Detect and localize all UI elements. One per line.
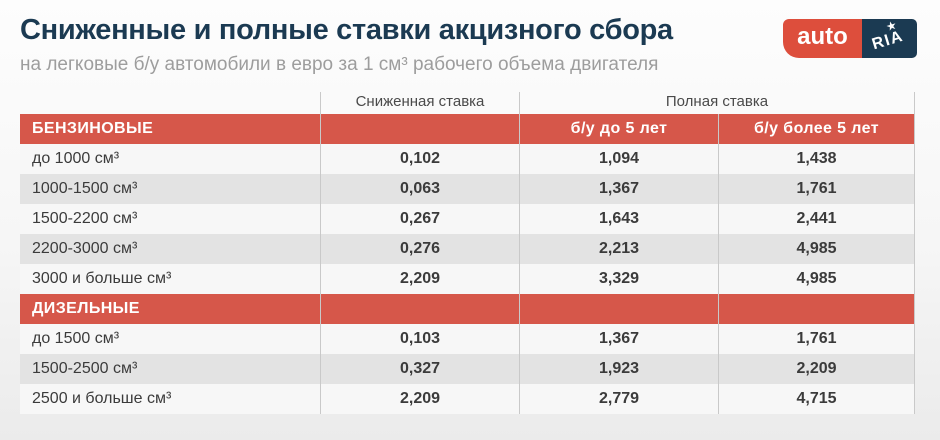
- section-header-diesel: ДИЗЕЛЬНЫЕ: [20, 294, 915, 324]
- reduced-rate-value: 0,327: [320, 354, 519, 384]
- section-empty-cell: [718, 294, 915, 324]
- engine-volume-label: 1500-2200 см³: [32, 210, 138, 227]
- rates-table: Сниженная ставка Полная ставка БЕНЗИНОВЫ…: [20, 92, 915, 414]
- reduced-rate-value: 0,276: [320, 234, 519, 264]
- full-rate-under5-value: 1,643: [519, 204, 718, 234]
- column-header-over5: б/у более 5 лет: [718, 114, 915, 144]
- logo-auto-block: auto: [783, 19, 862, 58]
- section-empty-cell: [519, 294, 718, 324]
- full-rate-over5-value: 1,761: [718, 324, 915, 354]
- engine-volume-label: до 1000 см³: [32, 150, 120, 167]
- table-row: 1000-1500 см³ 0,063 1,367 1,761: [20, 174, 915, 204]
- full-rate-over5-value: 2,441: [718, 204, 915, 234]
- full-rate-under5-value: 1,367: [519, 174, 718, 204]
- engine-volume-label: 1000-1500 см³: [32, 180, 138, 197]
- table-row: 2200-3000 см³ 0,276 2,213 4,985: [20, 234, 915, 264]
- full-rate-under5-value: 1,923: [519, 354, 718, 384]
- engine-volume-label: 3000 и больше см³: [32, 270, 172, 287]
- engine-volume-label: 1500-2500 см³: [32, 360, 138, 377]
- table-header-row: Сниженная ставка Полная ставка: [20, 92, 915, 114]
- engine-volume-label: до 1500 см³: [32, 330, 120, 347]
- full-rate-under5-value: 1,094: [519, 144, 718, 174]
- table-row: до 1000 см³ 0,102 1,094 1,438: [20, 144, 915, 174]
- full-rate-under5-value: 3,329: [519, 264, 718, 294]
- reduced-rate-value: 2,209: [320, 264, 519, 294]
- full-rate-over5-value: 4,985: [718, 234, 915, 264]
- table-row: 3000 и больше см³ 2,209 3,329 4,985: [20, 264, 915, 294]
- reduced-rate-value: 0,103: [320, 324, 519, 354]
- engine-volume-label: 2200-3000 см³: [32, 240, 138, 257]
- table-row: 2500 и больше см³ 2,209 2,779 4,715: [20, 384, 915, 414]
- full-rate-over5-value: 2,209: [718, 354, 915, 384]
- full-rate-over5-value: 4,985: [718, 264, 915, 294]
- full-rate-under5-value: 2,213: [519, 234, 718, 264]
- reduced-rate-value: 0,102: [320, 144, 519, 174]
- section-empty-cell: [320, 294, 519, 324]
- autoria-logo: auto ★ RIA: [783, 18, 917, 58]
- full-rate-over5-value: 1,438: [718, 144, 915, 174]
- full-rate-over5-value: 4,715: [718, 384, 915, 414]
- section-label: БЕНЗИНОВЫЕ: [32, 120, 154, 137]
- full-rate-under5-value: 1,367: [519, 324, 718, 354]
- reduced-rate-value: 0,063: [320, 174, 519, 204]
- logo-ria-block: ★ RIA: [862, 18, 917, 58]
- page-title: Сниженные и полные ставки акцизного сбор…: [20, 14, 673, 46]
- section-empty-cell: [320, 114, 519, 144]
- column-header-full: Полная ставка: [519, 92, 915, 114]
- table-row: до 1500 см³ 0,103 1,367 1,761: [20, 324, 915, 354]
- full-rate-over5-value: 1,761: [718, 174, 915, 204]
- table-row: 1500-2200 см³ 0,267 1,643 2,441: [20, 204, 915, 234]
- section-label: ДИЗЕЛЬНЫЕ: [32, 300, 140, 317]
- engine-volume-label: 2500 и больше см³: [32, 390, 172, 407]
- column-header-under5: б/у до 5 лет: [519, 114, 718, 144]
- column-header-reduced: Сниженная ставка: [320, 92, 519, 114]
- page-subtitle: на легковые б/у автомобили в евро за 1 с…: [20, 54, 659, 75]
- logo-ria-text: RIA: [870, 27, 906, 54]
- reduced-rate-value: 0,267: [320, 204, 519, 234]
- full-rate-under5-value: 2,779: [519, 384, 718, 414]
- header-spacer-cell: [20, 92, 320, 114]
- section-header-petrol: БЕНЗИНОВЫЕ б/у до 5 лет б/у более 5 лет: [20, 114, 915, 144]
- reduced-rate-value: 2,209: [320, 384, 519, 414]
- table-row: 1500-2500 см³ 0,327 1,923 2,209: [20, 354, 915, 384]
